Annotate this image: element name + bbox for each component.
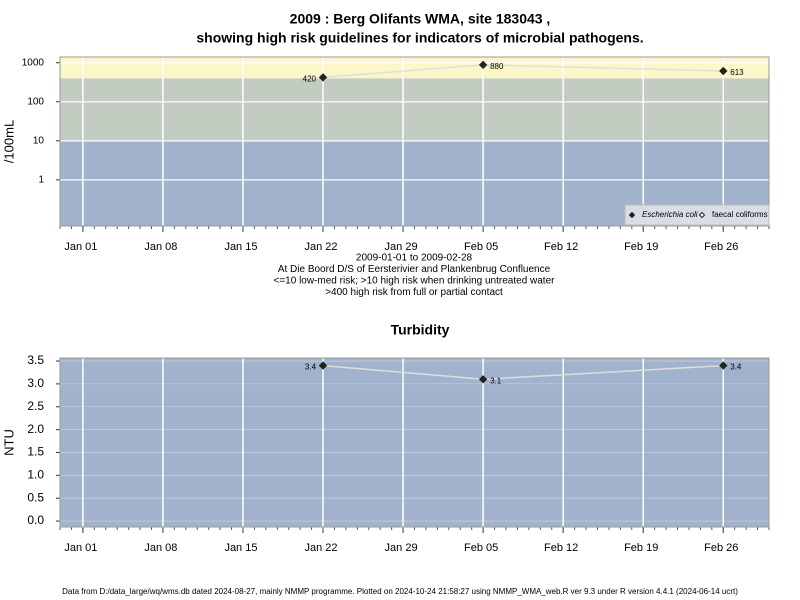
data-point <box>719 66 728 76</box>
x-tick-label: Jan 29 <box>385 542 418 554</box>
x-tick-label: Feb 26 <box>704 542 738 554</box>
x-tick-label: Jan 01 <box>64 241 97 253</box>
data-label: 420 <box>303 75 317 84</box>
x-tick-label: Jan 01 <box>64 542 97 554</box>
x-tick-label: Feb 19 <box>624 542 658 554</box>
y-tick-label: 1.5 <box>27 445 44 459</box>
legend-label: Escherichia coli <box>642 210 698 219</box>
subtitle: <=10 low-med risk; >10 high risk when dr… <box>274 276 556 287</box>
data-label: 3.1 <box>490 376 502 385</box>
y-tick-label: 10 <box>33 135 45 146</box>
y-tick-label: 1.0 <box>27 468 44 482</box>
y-tick-label: 100 <box>27 96 44 107</box>
data-label: 3.4 <box>305 363 317 372</box>
plot-frame <box>59 56 770 227</box>
chart-title: 2009 : Berg Olifants WMA, site 183043 , <box>290 11 551 27</box>
footer: Data from D:/data_large/wq/wms.db dated … <box>62 587 738 596</box>
plot-frame <box>59 357 770 528</box>
x-tick-label: Jan 15 <box>224 241 257 253</box>
x-tick-label: Jan 08 <box>144 241 177 253</box>
legend-box <box>624 204 770 226</box>
x-tick-label: Feb 12 <box>544 241 578 253</box>
subtitle: >400 high risk from full or partial cont… <box>325 287 503 298</box>
y-axis-label: /100mL <box>1 120 16 163</box>
chart-title: Turbidity <box>391 322 450 338</box>
x-tick-label: Jan 15 <box>224 542 257 554</box>
x-tick-label: Feb 05 <box>464 241 498 253</box>
legend-marker <box>628 211 636 219</box>
legend-marker <box>698 211 706 219</box>
subtitle: At Die Boord D/S of Eersterivier and Pla… <box>278 264 551 275</box>
data-label: 3.4 <box>730 363 742 372</box>
y-tick-label: 2.5 <box>27 399 44 413</box>
x-tick-label: Feb 05 <box>464 542 498 554</box>
y-tick-label: 3.0 <box>27 376 44 390</box>
x-tick-label: Jan 22 <box>305 542 338 554</box>
y-tick-label: 0.0 <box>27 513 44 527</box>
x-tick-label: Jan 29 <box>385 241 418 253</box>
y-tick-label: 2.0 <box>27 422 44 436</box>
subtitle: 2009-01-01 to 2009-02-28 <box>356 253 473 264</box>
data-point <box>318 361 328 370</box>
risk-band <box>60 57 769 79</box>
data-point <box>478 60 488 70</box>
x-tick-label: Feb 19 <box>624 241 658 253</box>
data-point <box>478 375 488 384</box>
x-tick-label: Jan 22 <box>305 241 338 253</box>
y-axis-label: NTU <box>1 429 16 456</box>
x-tick-label: Feb 12 <box>544 542 578 554</box>
data-label: 613 <box>730 68 744 77</box>
y-tick-label: 0.5 <box>27 490 44 504</box>
data-point <box>719 361 728 370</box>
legend: Escherichia coli faecal coliforms <box>624 204 770 226</box>
y-tick-label: 3.5 <box>27 353 44 367</box>
x-tick-label: Feb 26 <box>704 241 738 253</box>
risk-band <box>60 358 769 527</box>
y-tick-label: 1 <box>38 175 44 186</box>
data-label: 880 <box>490 62 504 71</box>
data-point <box>318 73 328 82</box>
risk-band <box>60 78 769 141</box>
y-tick-label: 1000 <box>22 57 45 68</box>
legend-label: faecal coliforms <box>712 210 768 219</box>
chart-title: showing high risk guidelines for indicat… <box>196 30 643 46</box>
x-tick-label: Jan 08 <box>144 542 177 554</box>
